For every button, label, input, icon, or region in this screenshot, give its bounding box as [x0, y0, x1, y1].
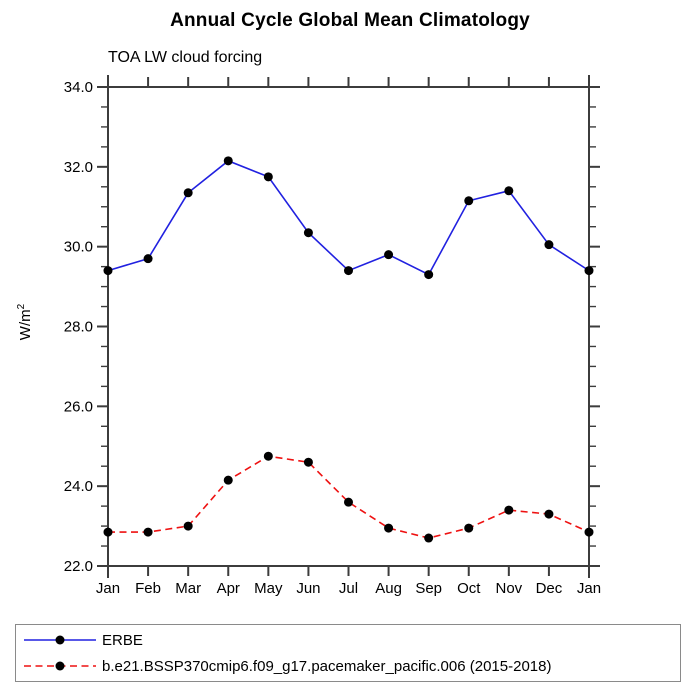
y-axis-title: W/m2 — [16, 303, 34, 340]
model-marker — [344, 497, 353, 507]
model-marker — [384, 523, 394, 533]
x-tick-label: Dec — [536, 580, 563, 597]
model-marker — [504, 505, 514, 515]
x-tick-label: Apr — [217, 580, 240, 597]
erbe-marker — [464, 196, 474, 206]
y-tick-label: 26.0 — [64, 398, 93, 415]
x-tick-label: Mar — [175, 580, 201, 597]
erbe-marker — [344, 266, 353, 276]
y-tick-label: 30.0 — [64, 239, 93, 256]
erbe-marker — [263, 172, 273, 182]
y-tick-label: 32.0 — [64, 159, 93, 176]
model-marker — [263, 451, 273, 461]
model-marker — [464, 523, 474, 533]
y-tick-label: 28.0 — [64, 319, 93, 336]
legend-box: ERBE b.e21.BSSP370cmip6.f09_g17.pacemake… — [15, 624, 681, 682]
x-tick-label: Jul — [339, 580, 358, 597]
chart-subtitle: TOA LW cloud forcing — [108, 49, 263, 66]
x-tick-label: Aug — [375, 580, 402, 597]
legend-label-model: b.e21.BSSP370cmip6.f09_g17.pacemaker_pac… — [102, 657, 552, 675]
model-marker — [143, 527, 153, 537]
y-tick-label: 34.0 — [64, 79, 93, 96]
legend-solid-line-sample — [24, 635, 96, 645]
model-marker — [303, 457, 313, 467]
model-line — [108, 455, 590, 539]
x-tick-label: Feb — [135, 580, 161, 597]
y-tick-label: 22.0 — [64, 558, 93, 575]
erbe-marker — [183, 188, 193, 198]
legend-dashed-line-sample — [24, 661, 96, 671]
x-tick-label: Jan — [577, 580, 601, 597]
chart-title: Annual Cycle Global Mean Climatology — [170, 10, 530, 31]
model-marker — [424, 533, 434, 543]
x-tick-label: Sep — [415, 580, 442, 597]
model-marker — [183, 521, 193, 531]
erbe-marker — [584, 266, 594, 276]
model-marker — [584, 527, 594, 537]
erbe-marker — [504, 186, 514, 196]
erbe-marker — [223, 156, 233, 166]
erbe-marker — [303, 228, 313, 238]
erbe-marker — [384, 250, 394, 260]
x-tick-label: Jan — [96, 580, 120, 597]
model-marker — [544, 509, 554, 519]
x-tick-label: Oct — [457, 580, 481, 597]
x-tick-label: May — [254, 580, 283, 597]
legend-entry-model: b.e21.BSSP370cmip6.f09_g17.pacemaker_pac… — [20, 653, 676, 679]
erbe-marker — [103, 266, 113, 276]
y-tick-label: 24.0 — [64, 478, 93, 495]
erbe-marker — [544, 240, 554, 250]
x-tick-label: Nov — [495, 580, 522, 597]
model-marker — [223, 475, 233, 485]
legend-entry-erbe: ERBE — [20, 627, 676, 653]
erbe-line — [107, 159, 590, 276]
plot-area: Jan Feb Mar Apr May Jun Jul Aug Sep Oct Nov Dec Jan2… — [16, 75, 601, 597]
model-marker — [103, 527, 113, 537]
erbe-marker — [424, 270, 434, 280]
plot-frame — [107, 86, 590, 567]
erbe-marker — [143, 254, 153, 264]
legend-label-erbe: ERBE — [102, 631, 143, 649]
x-tick-label: Jun — [296, 580, 320, 597]
